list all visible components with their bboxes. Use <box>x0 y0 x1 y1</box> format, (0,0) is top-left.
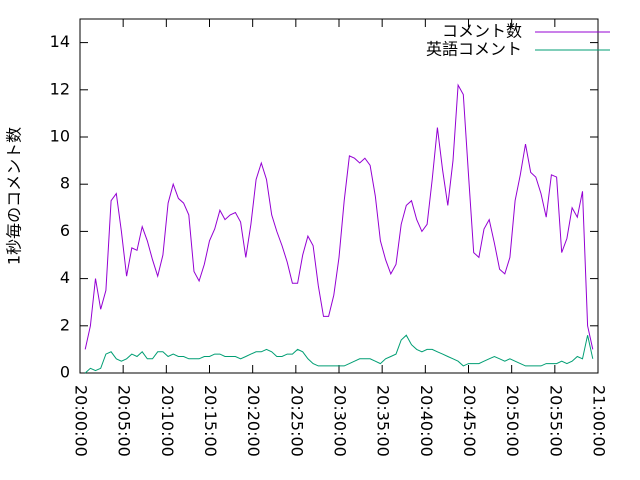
x-tick-label: 20:55:00 <box>546 385 565 457</box>
legend-label: コメント数 <box>442 22 522 41</box>
y-tick-label: 10 <box>50 127 70 146</box>
y-tick-label: 4 <box>60 268 70 287</box>
x-tick-label: 20:20:00 <box>244 385 263 457</box>
y-tick-label: 2 <box>60 315 70 334</box>
x-tick-label: 21:00:00 <box>590 385 609 457</box>
plot-frame <box>79 18 599 374</box>
x-tick-label: 20:10:00 <box>158 385 177 457</box>
x-tick-label: 20:15:00 <box>201 385 220 457</box>
x-tick-label: 20:25:00 <box>287 385 306 457</box>
x-tick-label: 20:05:00 <box>115 385 134 457</box>
x-tick-label: 20:40:00 <box>417 385 436 457</box>
y-tick-label: 8 <box>60 174 70 193</box>
y-tick-label: 12 <box>50 79 70 98</box>
y-axis-label: 1秒毎のコメント数 <box>5 127 24 265</box>
series-line <box>84 83 594 350</box>
x-tick-label: 20:00:00 <box>72 385 91 457</box>
legend-label: 英語コメント <box>426 40 522 59</box>
x-tick-label: 20:35:00 <box>374 385 393 457</box>
x-tick-label: 20:30:00 <box>331 385 350 457</box>
y-tick-label: 14 <box>50 32 70 51</box>
y-tick-label: 6 <box>60 221 70 240</box>
x-tick-label: 20:45:00 <box>460 385 479 457</box>
series-line <box>84 334 594 374</box>
y-tick-label: 0 <box>60 363 70 382</box>
x-tick-label: 20:50:00 <box>503 385 522 457</box>
